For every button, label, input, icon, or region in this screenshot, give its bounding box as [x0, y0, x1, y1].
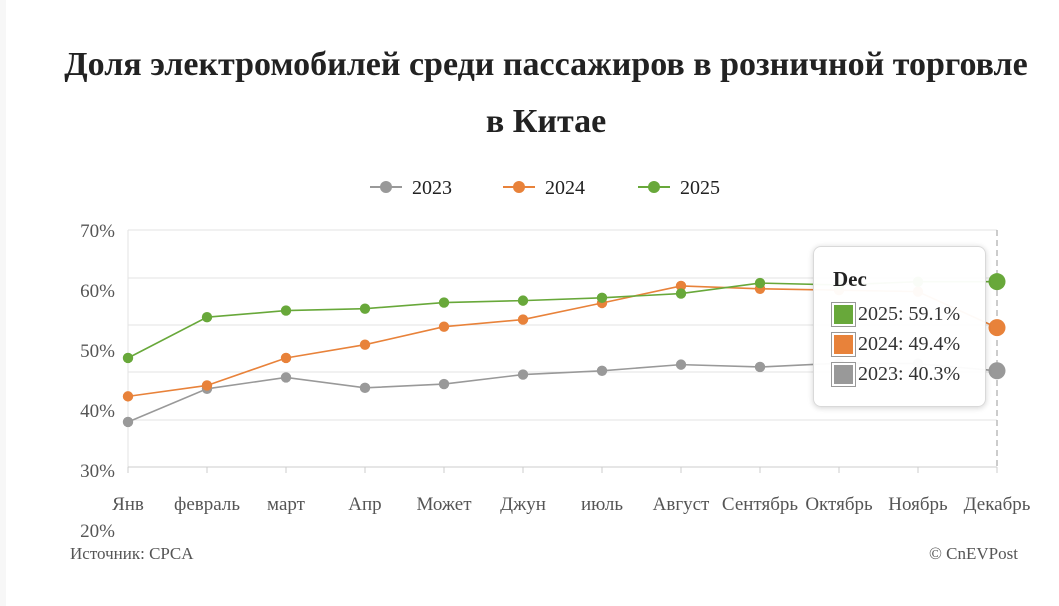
data-point-2024 [675, 280, 687, 292]
data-point-2024 [438, 321, 450, 332]
x-tick-label: Апр [348, 494, 381, 515]
y-tick-label: 70% [80, 221, 115, 242]
legend-marker [380, 181, 392, 193]
x-tick-label: Октябрь [805, 494, 873, 515]
chart-title: Доля электромобилей среди пассажиров в р… [6, 36, 1059, 150]
tooltip-row-2024: 2024: 49.4% [831, 332, 961, 357]
data-point-2025 [596, 292, 608, 303]
data-point-2024 [201, 380, 213, 391]
data-point-2025 [754, 277, 766, 289]
data-point-2025 [201, 312, 213, 323]
tooltip-label-2023: 2023: 40.3% [858, 363, 961, 385]
legend-label: 2025 [680, 177, 720, 199]
x-tick-label: Ноябрь [888, 494, 948, 515]
hover-tooltip: Dec 2025: 59.1% 2024: 49.4% 2023: 40.3% [813, 246, 986, 407]
tooltip-swatch-2024 [831, 332, 856, 357]
chart-title-line-2: в Китае [485, 103, 607, 140]
data-point-2025 [122, 352, 134, 364]
data-point-2025 [280, 305, 292, 316]
y-tick-label: 50% [80, 341, 115, 362]
tooltip-row-2025: 2025: 59.1% [831, 302, 961, 327]
data-point-2025 [438, 297, 450, 308]
y-tick-label: 60% [80, 281, 115, 302]
data-point-2023 [438, 378, 450, 390]
chart-title-line-1: Доля электромобилей среди пассажиров в р… [64, 46, 1028, 83]
data-point-2024 [517, 314, 529, 325]
data-point-2023 [675, 359, 687, 370]
tooltip-swatch-2023 [831, 362, 856, 387]
data-point-2025 [517, 295, 529, 306]
data-point-2025 [359, 303, 371, 314]
legend-marker [513, 181, 525, 193]
x-tick-label: Сентябрь [722, 494, 798, 515]
data-point-2023 [988, 362, 1006, 380]
x-tick-label: Август [653, 494, 710, 515]
x-tick-label: Янв [112, 494, 144, 515]
data-point-2023 [596, 365, 608, 376]
x-tick-label: Может [416, 494, 472, 515]
data-point-2025 [675, 288, 687, 299]
data-point-2024 [280, 352, 292, 364]
x-tick-label: Джун [500, 494, 546, 515]
source-note: Источник: CPCA [70, 544, 194, 563]
legend-label: 2023 [412, 177, 452, 199]
legend-label: 2024 [545, 177, 585, 199]
data-point-2023 [359, 382, 371, 394]
data-point-2025 [988, 273, 1006, 291]
x-tick-label: февраль [174, 494, 240, 515]
data-point-2023 [754, 361, 766, 373]
data-point-2024 [122, 391, 134, 402]
tooltip-title: Dec [833, 267, 867, 291]
data-point-2023 [517, 369, 529, 380]
legend-marker [648, 181, 660, 193]
y-tick-label: 20% [80, 521, 115, 542]
data-point-2024 [359, 339, 371, 350]
data-point-2023 [280, 372, 292, 383]
credit-note: © CnEVPost [929, 544, 1018, 563]
legend-item-2023: 2023 [370, 177, 452, 199]
legend-item-2024: 2024 [503, 177, 585, 199]
y-tick-label: 30% [80, 461, 115, 482]
y-tick-label: 40% [80, 401, 115, 422]
tooltip-row-2023: 2023: 40.3% [831, 362, 961, 387]
data-point-2023 [122, 416, 134, 428]
tooltip-swatch-2025 [831, 302, 856, 327]
data-point-2024 [988, 319, 1006, 337]
x-tick-label: июль [581, 494, 623, 515]
tooltip-label-2025: 2025: 59.1% [858, 303, 961, 325]
legend-item-2025: 2025 [638, 177, 720, 199]
x-tick-label: март [267, 494, 306, 515]
tooltip-label-2024: 2024: 49.4% [858, 333, 961, 355]
x-tick-label: Декабрь [964, 494, 1031, 515]
